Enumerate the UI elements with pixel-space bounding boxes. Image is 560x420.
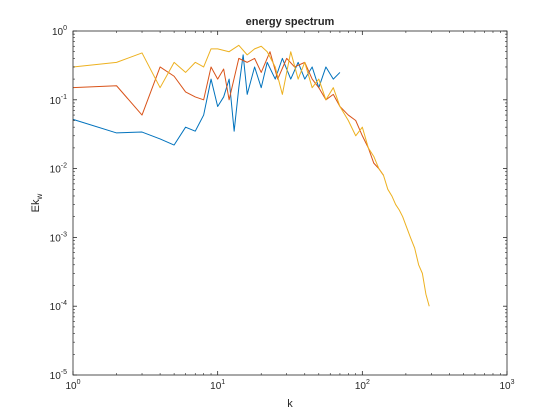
y-axis-label-subscript: w	[35, 193, 44, 200]
x-tick-label-0: 100	[65, 379, 80, 392]
x-tick-label-1: 101	[210, 379, 225, 392]
y-tick-label-2-exponent: -3	[61, 231, 67, 238]
series-line-2	[72, 51, 384, 176]
y-tick-label-4: 10-1	[50, 94, 67, 107]
y-tick-label-1-exponent: -4	[61, 300, 67, 307]
x-tick-label-1-base: 10	[210, 381, 222, 392]
y-tick-label-5-exponent: 0	[63, 25, 67, 32]
y-tick-label-4-base: 10	[50, 96, 62, 107]
chart-title: energy spectrum	[246, 16, 335, 28]
x-tick-label-3-exponent: 3	[511, 379, 515, 386]
y-tick-label-3-base: 10	[50, 165, 62, 176]
x-tick-label-1-exponent: 1	[221, 379, 225, 386]
y-tick-label-1-base: 10	[50, 302, 62, 313]
axes-background	[73, 31, 507, 375]
y-tick-label-1: 10-4	[50, 300, 67, 313]
y-tick-label-3: 10-2	[50, 163, 67, 176]
y-tick-label-0-base: 10	[50, 371, 62, 382]
axes-box	[72, 30, 508, 376]
x-axis-label: k	[287, 398, 293, 410]
y-tick-label-0: 10-5	[50, 369, 67, 382]
y-tick-label-4-exponent: -1	[61, 94, 67, 101]
y-tick-label-5: 100	[52, 25, 67, 38]
y-tick-label-2: 10-3	[50, 231, 67, 244]
x-tick-label-2: 102	[355, 379, 370, 392]
series-layer	[72, 44, 430, 307]
x-tick-label-3-base: 10	[499, 381, 511, 392]
x-tick-label-0-exponent: 0	[77, 379, 81, 386]
y-tick-label-5-base: 10	[52, 27, 64, 38]
x-tick-label-0-base: 10	[65, 381, 77, 392]
x-tick-label-2-base: 10	[355, 381, 367, 392]
y-axis-label: Ekw	[30, 193, 44, 212]
x-tick-label-2-exponent: 2	[366, 379, 370, 386]
series-line-3	[72, 44, 430, 307]
y-axis-label-main: Ek	[30, 199, 42, 212]
y-tick-label-3-exponent: -2	[61, 163, 67, 170]
y-tick-label-0-exponent: -5	[61, 369, 67, 376]
x-tick-label-3: 103	[499, 379, 514, 392]
series-line-1	[72, 54, 341, 146]
y-tick-label-2-base: 10	[50, 233, 62, 244]
